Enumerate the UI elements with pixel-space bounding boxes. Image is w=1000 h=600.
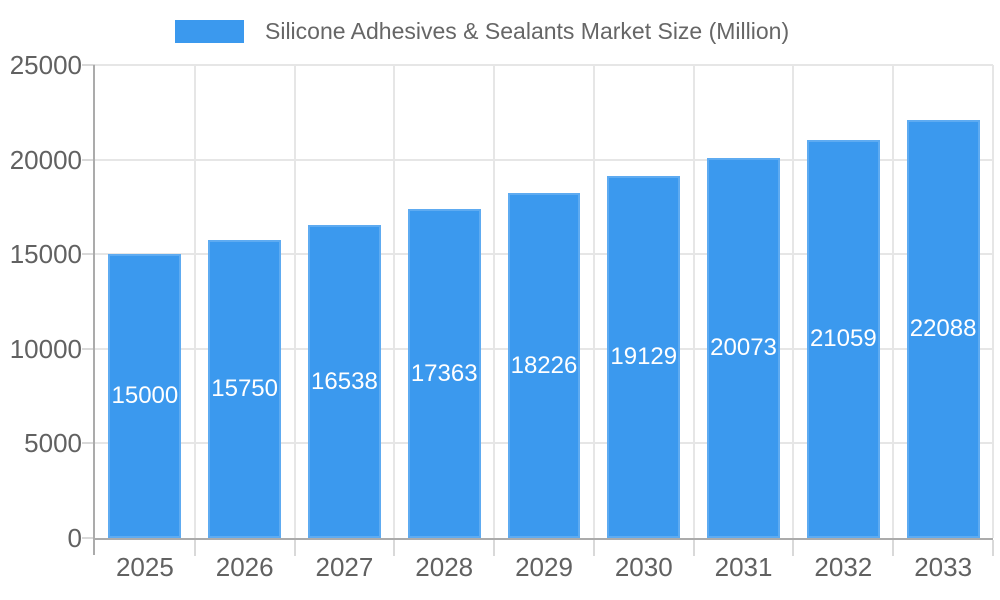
bar[interactable]: 15750 — [208, 240, 282, 538]
x-axis-label: 2032 — [814, 552, 873, 582]
bar[interactable]: 22088 — [906, 120, 980, 538]
legend[interactable]: Silicone Adhesives & Sealants Market Siz… — [175, 18, 789, 45]
y-axis-label: 10000 — [9, 333, 82, 364]
x-axis-tick — [493, 540, 496, 556]
gridline-horizontal — [95, 64, 993, 66]
x-axis-tick — [193, 540, 196, 556]
bar-value-label: 15750 — [211, 374, 279, 402]
x-axis-tick — [792, 540, 795, 556]
y-axis-tick — [82, 442, 95, 445]
gridline-vertical — [992, 65, 994, 538]
bar[interactable]: 17363 — [407, 209, 481, 538]
x-axis-label: 2030 — [614, 552, 673, 582]
x-axis-label: 2033 — [914, 552, 973, 582]
bar[interactable]: 20073 — [707, 158, 780, 538]
gridline-vertical — [592, 65, 595, 538]
y-axis-label: 15000 — [9, 239, 82, 270]
gridline-vertical — [792, 65, 795, 538]
x-axis-tick — [892, 540, 895, 556]
x-axis-tick — [692, 540, 695, 556]
bar[interactable]: 18226 — [507, 193, 581, 538]
bar-value-label: 17363 — [410, 359, 478, 387]
gridline-horizontal — [95, 158, 993, 161]
x-axis-line — [93, 538, 993, 540]
y-axis-label: 25000 — [9, 50, 82, 80]
x-axis-label: 2025 — [115, 552, 174, 582]
x-axis-label: 2028 — [415, 552, 474, 582]
bar-value-label: 21059 — [809, 324, 877, 352]
gridline-vertical — [692, 65, 695, 538]
x-axis-tick — [393, 540, 396, 556]
bar-value-label: 19129 — [610, 343, 678, 371]
gridline-vertical — [193, 65, 196, 538]
y-axis-tick — [82, 64, 95, 66]
y-axis-tick — [82, 347, 95, 350]
bar-value-label: 16538 — [311, 367, 378, 395]
bar[interactable]: 19129 — [607, 176, 681, 538]
x-axis-tick — [592, 540, 595, 556]
x-axis-label: 2027 — [315, 552, 374, 582]
bar-value-label: 18226 — [510, 351, 578, 379]
legend-swatch — [175, 20, 244, 43]
x-axis-label: 2031 — [714, 552, 773, 582]
gridline-vertical — [293, 65, 296, 538]
gridline-vertical — [493, 65, 496, 538]
bar[interactable]: 21059 — [806, 139, 880, 538]
bar[interactable]: 15000 — [108, 254, 182, 538]
x-axis-label: 2026 — [215, 552, 274, 582]
legend-label: Silicone Adhesives & Sealants Market Siz… — [265, 18, 790, 44]
x-axis-tick — [992, 540, 994, 556]
y-axis-tick — [82, 537, 95, 539]
bar-value-label: 20073 — [710, 334, 777, 362]
y-axis-tick — [82, 253, 95, 256]
bar-value-label: 15000 — [111, 382, 179, 410]
y-axis-line — [93, 65, 95, 555]
x-axis-tick — [293, 540, 296, 556]
y-axis-label: 5000 — [24, 428, 82, 459]
plot-area: 15000 15750 16538 17363 18226 19129 20073 21059… — [95, 64, 994, 538]
gridline-vertical — [393, 65, 396, 538]
bar-value-label: 22088 — [909, 315, 977, 343]
y-axis-label: 0 — [67, 523, 82, 553]
y-axis-tick — [82, 158, 95, 161]
y-axis-label: 20000 — [9, 144, 82, 175]
bar[interactable]: 16538 — [308, 225, 381, 538]
gridline-vertical — [892, 65, 895, 538]
x-axis-label: 2029 — [515, 552, 573, 582]
